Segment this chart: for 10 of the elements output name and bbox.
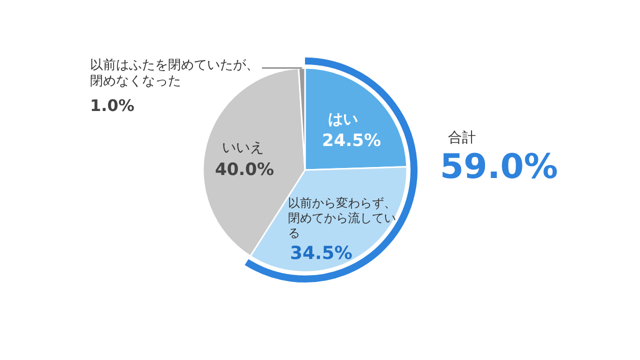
text: 合計 [448,130,476,148]
slice-label: 以前から変わらず、閉めてから流している [288,196,397,241]
slice-label: いいえ [222,140,264,158]
data-label: 1.0% [90,96,134,116]
text: 59.0% [440,146,558,188]
data-label: 34.5% [290,243,352,266]
slice-label: はい [328,110,358,129]
data-label: 40.0% [215,160,274,182]
data-label: 24.5% [322,131,381,152]
slice-label: 以前はふたを閉めていたが、閉めなくなった [90,58,260,90]
